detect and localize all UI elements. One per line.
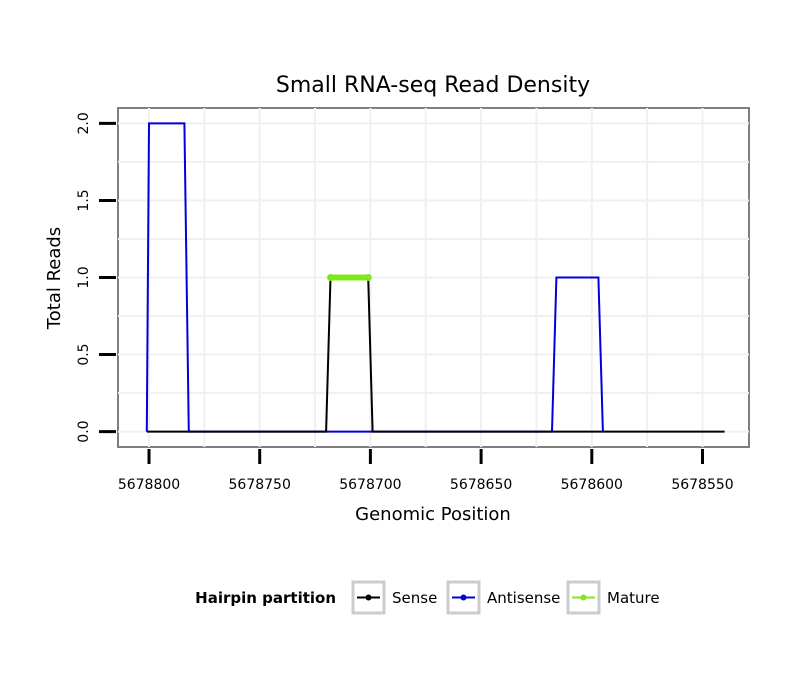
x-tick-label: 5678700 <box>339 477 401 493</box>
axes: 5678800 5678750 5678700 5678650 5678600 56785… <box>76 112 734 493</box>
mature-point <box>364 274 372 281</box>
x-tick-label: 5678600 <box>561 477 623 493</box>
series-layer <box>145 122 725 433</box>
y-tick-label: 1.0 <box>76 266 92 288</box>
y-tick-label: 0.0 <box>76 420 92 442</box>
series-line-antisense <box>145 122 604 433</box>
x-tick-label: 5678800 <box>118 477 180 493</box>
x-axis-label: Genomic Position <box>355 504 511 525</box>
legend-dot-antisense <box>460 594 467 601</box>
legend-title: Hairpin partition <box>195 589 336 607</box>
legend-dot-mature <box>580 594 587 601</box>
y-tick-label: 0.5 <box>76 343 92 365</box>
y-axis-label: Total Reads <box>44 227 65 330</box>
x-tick-label: 5678750 <box>229 477 291 493</box>
y-tick-label: 1.5 <box>76 189 92 211</box>
legend-label-antisense: Antisense <box>487 589 560 607</box>
y-tick-label: 2.0 <box>76 112 92 134</box>
chart-title: Small RNA-seq Read Density <box>276 73 590 98</box>
x-tick-label: 5678550 <box>671 477 733 493</box>
legend-label-sense: Sense <box>392 589 437 607</box>
legend-dot-sense <box>365 594 372 601</box>
mature-point <box>327 274 335 281</box>
x-tick-label: 5678650 <box>450 477 512 493</box>
legend-label-mature: Mature <box>607 589 660 607</box>
legend: Hairpin partition Sense Antisense Mature <box>195 580 660 615</box>
grid <box>118 108 749 447</box>
